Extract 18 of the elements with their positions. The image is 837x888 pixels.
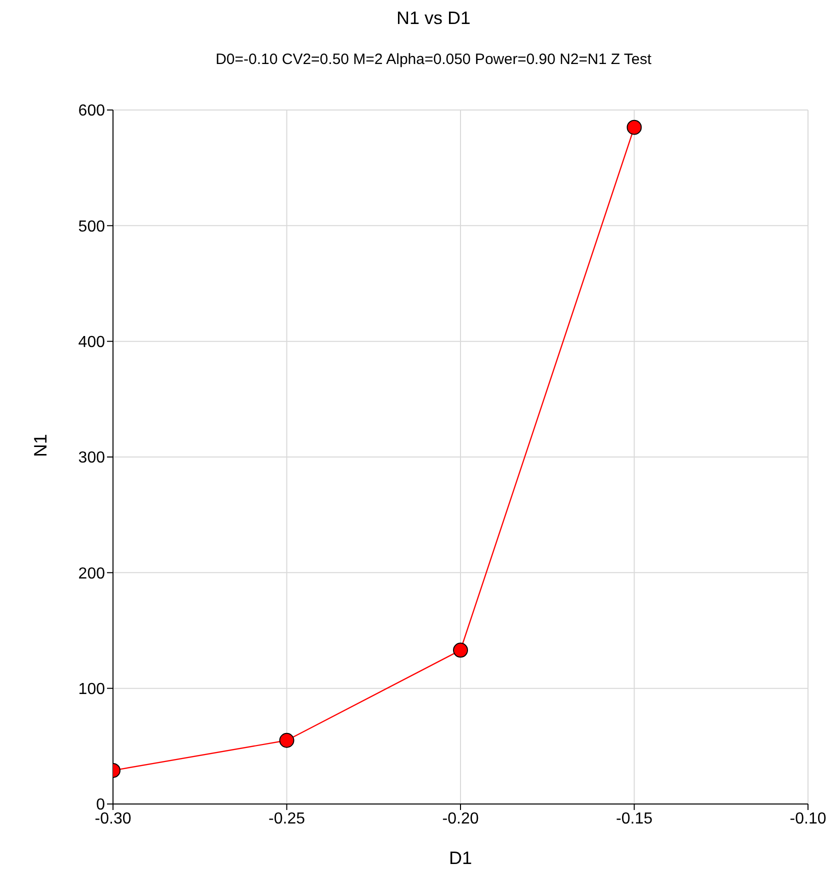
chart-subtitle: D0=-0.10 CV2=0.50 M=2 Alpha=0.050 Power=0.90 N2=N1 Z Test <box>214 51 652 68</box>
y-tick-label: 500 <box>78 218 106 236</box>
x-tick-label: -0.15 <box>616 810 653 828</box>
y-tick-label: 400 <box>78 334 106 352</box>
x-tick-label: -0.10 <box>790 810 826 828</box>
y-tick-label: 300 <box>78 450 106 467</box>
point <box>453 642 468 658</box>
point <box>279 732 294 748</box>
y-tick-label: 600 <box>78 102 106 120</box>
x-tick-label: -0.25 <box>268 810 306 828</box>
chart-title: N1 vs D1 <box>395 8 472 29</box>
y-tick-label: 200 <box>78 565 106 582</box>
x-axis-title: D1 <box>448 848 472 868</box>
point <box>626 120 642 135</box>
x-tick-label: -0.30 <box>94 810 132 828</box>
y-tick-label: 100 <box>78 681 106 698</box>
x-tick-label: -0.20 <box>442 810 479 828</box>
y-axis-title: N1 <box>30 434 50 457</box>
